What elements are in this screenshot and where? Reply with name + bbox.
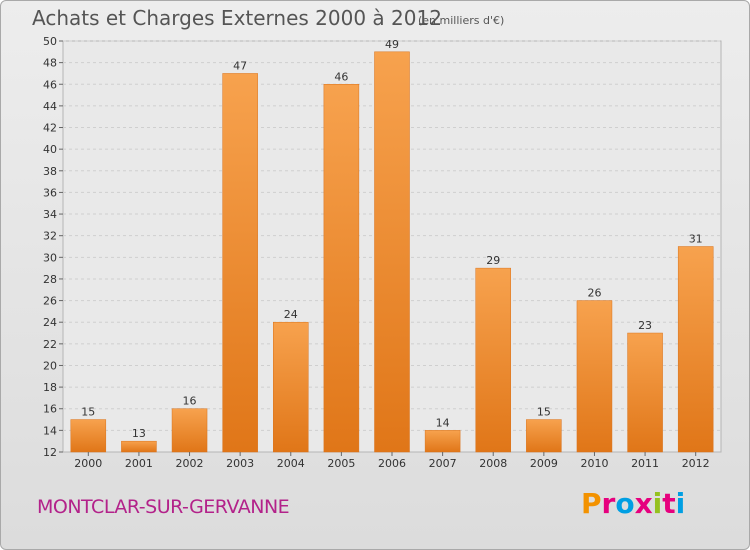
y-tick-label: 30: [43, 251, 57, 264]
bar-2006: [374, 51, 410, 453]
commune-name: MONTCLAR-SUR-GERVANNE: [37, 496, 290, 518]
bar-2008: [475, 267, 511, 453]
bar-2010: [576, 300, 613, 453]
bar-2004: [273, 321, 309, 453]
x-tick-label-2010: 2010: [580, 457, 608, 470]
y-tick-label: 16: [43, 403, 57, 416]
y-tick-label: 38: [43, 165, 57, 178]
x-tick-label-2006: 2006: [378, 457, 406, 470]
y-tick-label: 34: [43, 208, 57, 221]
bar-2012: [677, 246, 714, 453]
bar-2011: [627, 332, 663, 453]
data-label-2004: 24: [284, 308, 298, 321]
x-tick-label-2008: 2008: [479, 457, 507, 470]
chart-title: Achats et Charges Externes 2000 à 2012: [32, 6, 442, 30]
brand-letter: i: [675, 487, 686, 520]
data-label-2008: 29: [486, 254, 500, 267]
data-label-2002: 16: [183, 395, 197, 408]
x-tick-label-2003: 2003: [226, 457, 254, 470]
y-tick-label: 14: [43, 424, 57, 437]
x-tick-label-2009: 2009: [530, 457, 558, 470]
x-tick-label-2001: 2001: [125, 457, 153, 470]
x-tick-label-2007: 2007: [429, 457, 457, 470]
y-tick-label: 24: [43, 316, 57, 329]
data-label-2010: 26: [587, 287, 601, 300]
brand-letter: x: [634, 487, 653, 520]
bar-2003: [222, 73, 258, 453]
y-tick-label: 50: [43, 35, 57, 48]
brand-letter: o: [615, 487, 635, 520]
y-tick-label: 12: [43, 446, 57, 459]
y-tick-label: 44: [43, 100, 57, 113]
bar-2007: [424, 430, 461, 453]
brand-letter: t: [662, 487, 676, 520]
brand-letter: P: [581, 487, 602, 520]
y-tick-label: 32: [43, 230, 57, 243]
x-tick-label-2011: 2011: [631, 457, 659, 470]
data-label-2011: 23: [638, 319, 652, 332]
data-label-2000: 15: [81, 406, 95, 419]
data-label-2005: 46: [334, 70, 348, 83]
bar-2005: [323, 84, 360, 453]
data-label-2007: 14: [436, 416, 450, 429]
x-tick-label-2005: 2005: [327, 457, 355, 470]
y-tick-label: 42: [43, 122, 57, 135]
y-tick-label: 46: [43, 78, 57, 91]
data-label-2012: 31: [689, 233, 703, 246]
data-label-2003: 47: [233, 59, 247, 72]
bar-2002: [171, 408, 208, 453]
bar-2001: [121, 440, 157, 453]
y-tick-label: 36: [43, 186, 57, 199]
y-tick-label: 26: [43, 295, 57, 308]
y-tick-label: 40: [43, 143, 57, 156]
brand-letter: i: [652, 487, 663, 520]
y-tick-label: 22: [43, 338, 57, 351]
chart-subtitle: (en milliers d'€): [418, 14, 505, 27]
x-tick-label-2012: 2012: [682, 457, 710, 470]
bar-2009: [526, 419, 562, 453]
x-tick-label-2002: 2002: [176, 457, 204, 470]
brand-letter: r: [601, 487, 616, 520]
y-tick-label: 48: [43, 57, 57, 70]
y-tick-label: 28: [43, 273, 57, 286]
x-tick-label-2000: 2000: [74, 457, 102, 470]
brand-logo: Proxiti: [581, 487, 685, 520]
y-tick-label: 18: [43, 381, 57, 394]
bar-2000: [70, 419, 107, 453]
data-label-2001: 13: [132, 427, 146, 440]
data-label-2009: 15: [537, 406, 551, 419]
data-label-2006: 49: [385, 38, 399, 51]
x-tick-label-2004: 2004: [277, 457, 305, 470]
y-tick-label: 20: [43, 359, 57, 372]
